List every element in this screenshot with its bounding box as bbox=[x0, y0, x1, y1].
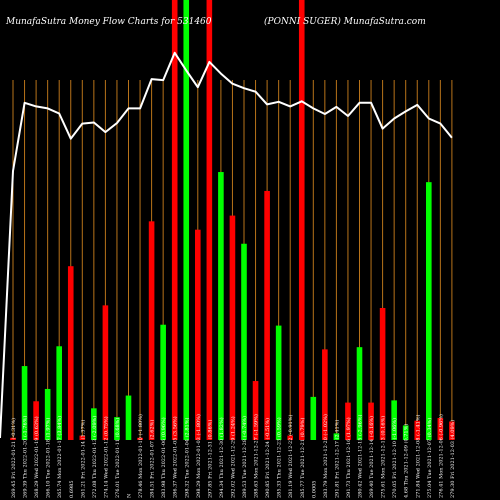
x-tick-label: 269.45 Fri 2022-01-21 (-0.31%) bbox=[10, 418, 17, 498]
x-tick-label: 284.51 Fri 2022-01-07 (2.62%) bbox=[149, 420, 156, 498]
x-tick-label: 288.63 Mon 2021-12-27 (-1.59%) bbox=[253, 414, 260, 498]
x-tick-label: 286.37 Wed 2022-01-05 (3.56%) bbox=[172, 416, 179, 498]
flow-bar bbox=[183, 0, 190, 440]
x-tick-label: 298.32 Tue 2022-01-04 (2.81%) bbox=[183, 418, 190, 498]
flow-bar bbox=[379, 308, 386, 440]
x-tick-label: 268.29 Wed 2022-01-19 (0.63%) bbox=[33, 416, 40, 498]
x-tick-label: 274.14 Wed 2022-01-12 (0.75%) bbox=[102, 416, 109, 498]
x-tick-label: 291.81 Fri 2021-12-17 (2.41%) bbox=[333, 420, 340, 498]
flow-bar bbox=[298, 0, 305, 440]
flow-bar bbox=[368, 402, 374, 440]
flow-bar bbox=[206, 0, 213, 440]
flow-bar bbox=[345, 402, 351, 440]
x-tick-label: 278.46 Mon 2022-01-10 (-1.80%) bbox=[137, 414, 144, 498]
flow-bar bbox=[21, 366, 28, 440]
flow-bar bbox=[160, 324, 166, 440]
x-tick-label: 266.10 Tue 2022-01-18 (1.97%) bbox=[45, 418, 52, 498]
x-tick-label: 294.34 Thu 2021-12-30 (1.82%) bbox=[218, 417, 225, 498]
flow-bar bbox=[195, 229, 201, 440]
flow-bar bbox=[437, 418, 444, 440]
flow-bar bbox=[56, 346, 62, 440]
flow-bar bbox=[218, 172, 224, 441]
flow-bar bbox=[333, 433, 340, 440]
x-tick-label: 0.6985 bbox=[69, 481, 75, 499]
chart-title: MunafaSutra Money Flow Charts for 531460 bbox=[5, 17, 212, 27]
x-tick-label: 275.04 Tue 2021-12-07 (0.34%) bbox=[426, 418, 433, 498]
x-tick-label: 271.84 Wed 2021-12-08 (-1.41%) bbox=[414, 414, 421, 498]
flow-bar bbox=[322, 349, 328, 440]
x-tick-label: 270.05 Fri 2021-12-10 (-1.06%) bbox=[391, 418, 398, 498]
x-tick-label: 261.21 Fri 2022-01-14 (1.37%) bbox=[79, 420, 86, 498]
x-tick-label: 283.98 Thu 2022-01-06 (0.96%) bbox=[160, 417, 167, 498]
x-tick-label: 285.33 Thu 2021-12-23 (0.59%) bbox=[276, 417, 283, 498]
x-tick-label: 276.01 Tue 2022-01-11 (0.68%) bbox=[114, 418, 121, 498]
bars bbox=[10, 0, 455, 441]
x-tick-label: 297.85 Fri 2021-12-31 (0.86%) bbox=[206, 420, 213, 498]
flow-bar bbox=[252, 381, 259, 440]
flow-bar bbox=[356, 347, 363, 440]
flow-bar bbox=[402, 425, 409, 440]
x-tick-label: 298.29 Mon 2022-01-03 (-1.80%) bbox=[195, 414, 202, 498]
x-tick-label: 269.40 Tue 2021-12-14 (-0.16%) bbox=[368, 416, 375, 498]
flow-bar bbox=[33, 401, 39, 440]
chart-subtitle: (PONNI SUGER) MunafaSutra.com bbox=[264, 16, 426, 27]
flow-bar bbox=[125, 395, 132, 440]
flow-bar bbox=[287, 435, 293, 440]
x-tick-label: 279.30 Fri 2021-12-03 (4.09%) bbox=[449, 420, 456, 498]
x-tick-label: 269.39 Thu 2022-01-20 (-1.76%) bbox=[22, 416, 29, 498]
x-tick-labels: 269.45 Fri 2022-01-21 (-0.31%) 269.39 Thu… bbox=[10, 414, 456, 498]
flow-bar bbox=[171, 0, 178, 440]
flow-bar bbox=[79, 435, 86, 440]
x-tick-label: 276.41 Mon 2021-12-06 (-0.96%) bbox=[437, 414, 444, 498]
flow-bar bbox=[241, 243, 247, 440]
x-tick-label: N bbox=[127, 493, 133, 498]
flow-bar bbox=[229, 215, 236, 440]
flow-bar bbox=[44, 388, 51, 440]
x-tick-label: 0.0005 bbox=[311, 481, 317, 499]
x-tick-label: 283.79 Mon 2021-12-20 (-1.02%) bbox=[322, 414, 329, 498]
x-tick-label: 291.73 Thu 2021-12-16 (1.97%) bbox=[345, 417, 352, 498]
flow-bar bbox=[414, 420, 421, 440]
flow-bar bbox=[102, 305, 109, 440]
x-tick-label: 290.85 Fri 2021-12-24 (-0.51%) bbox=[264, 418, 271, 498]
flow-bar bbox=[10, 437, 16, 440]
x-tick-label: 275.61 Mon 2021-12-13 (0.16%) bbox=[380, 416, 387, 498]
x-tick-label: 285.77 Tue 2021-12-21 (0.79%) bbox=[299, 418, 306, 498]
flow-bar bbox=[449, 421, 455, 440]
flow-bar bbox=[426, 182, 432, 440]
price-line bbox=[0, 51, 453, 439]
x-tick-label: 272.08 Thu 2022-01-13 (-2.09%) bbox=[91, 416, 98, 498]
flow-bar bbox=[67, 266, 74, 440]
flow-bar bbox=[114, 417, 120, 440]
x-tick-label: 292.02 Wed 2021-12-29 (1.24%) bbox=[229, 416, 236, 498]
flow-bar bbox=[391, 400, 397, 440]
flow-bar bbox=[310, 396, 317, 440]
x-tick-label: 280.42 Wed 2021-12-15 (-2.96%) bbox=[357, 414, 364, 498]
x-tick-label: 265.74 Mon 2022-01-17 (3.84%) bbox=[56, 416, 63, 498]
flow-bar bbox=[148, 221, 155, 440]
flow-bar bbox=[91, 408, 97, 440]
x-tick-label: 289.53 Tue 2021-12-28 (-0.74%) bbox=[241, 416, 248, 498]
flow-bar bbox=[275, 325, 282, 440]
flow-bar bbox=[137, 437, 143, 440]
x-tick-label: 4.68 Thu 2021-12-09 (0.71%) bbox=[403, 424, 410, 498]
flow-bar bbox=[264, 190, 270, 440]
x-tick-label: 281.19 Wed 2021-12-22 (-0.91%) bbox=[287, 414, 294, 498]
